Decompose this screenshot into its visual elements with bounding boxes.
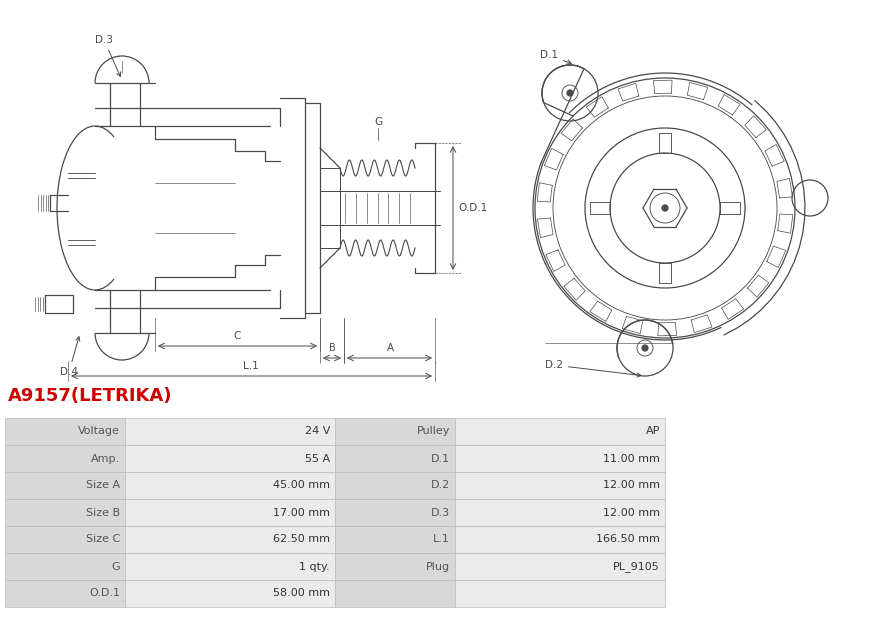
Text: D.3: D.3 (431, 508, 450, 518)
Bar (455, 553, 665, 580)
Bar (335, 418, 455, 445)
Bar (125, 553, 335, 580)
Bar (5, 553, 125, 580)
Text: 12.00 mm: 12.00 mm (603, 480, 660, 490)
Text: 12.00 mm: 12.00 mm (603, 508, 660, 518)
Text: Size B: Size B (86, 508, 120, 518)
Text: D.2: D.2 (545, 360, 641, 377)
Circle shape (567, 90, 573, 96)
Bar (455, 499, 665, 526)
Bar (125, 445, 335, 472)
Text: AP: AP (645, 427, 660, 437)
Circle shape (662, 205, 668, 211)
Text: Plug: Plug (426, 561, 450, 571)
Text: G: G (374, 117, 382, 127)
Bar (335, 472, 455, 499)
Bar (5, 418, 125, 445)
Bar (335, 553, 455, 580)
Bar (5, 526, 125, 553)
Text: Voltage: Voltage (78, 427, 120, 437)
Bar (125, 526, 335, 553)
Bar (5, 472, 125, 499)
Text: B: B (329, 343, 335, 353)
Text: D.4: D.4 (60, 336, 80, 377)
Bar (335, 445, 455, 472)
Bar (335, 580, 455, 607)
Text: D.1: D.1 (540, 50, 572, 64)
Bar (125, 472, 335, 499)
Text: D.2: D.2 (431, 480, 450, 490)
Bar (5, 499, 125, 526)
Text: PL_9105: PL_9105 (613, 561, 660, 572)
Text: G: G (111, 561, 120, 571)
Text: O.D.1: O.D.1 (458, 203, 487, 213)
Bar (335, 526, 455, 553)
Text: 1 qty.: 1 qty. (300, 561, 330, 571)
Text: 55 A: 55 A (305, 454, 330, 464)
Bar (455, 445, 665, 472)
Text: C: C (233, 331, 241, 341)
Bar (455, 472, 665, 499)
Text: Size C: Size C (85, 535, 120, 545)
Bar (455, 580, 665, 607)
Text: 11.00 mm: 11.00 mm (603, 454, 660, 464)
Bar (455, 526, 665, 553)
Circle shape (642, 345, 648, 351)
Text: L.1: L.1 (433, 535, 450, 545)
Bar (125, 580, 335, 607)
Bar (5, 580, 125, 607)
Text: Amp.: Amp. (91, 454, 120, 464)
Bar (125, 499, 335, 526)
Text: Pulley: Pulley (417, 427, 450, 437)
Text: A9157(LETRIKA): A9157(LETRIKA) (8, 387, 172, 405)
Text: 58.00 mm: 58.00 mm (273, 589, 330, 599)
Bar (455, 418, 665, 445)
Text: 166.50 mm: 166.50 mm (597, 535, 660, 545)
Text: O.D.1: O.D.1 (89, 589, 120, 599)
Bar (335, 499, 455, 526)
Text: 24 V: 24 V (305, 427, 330, 437)
Text: 62.50 mm: 62.50 mm (273, 535, 330, 545)
Text: A: A (387, 343, 394, 353)
Bar (5, 445, 125, 472)
Text: 17.00 mm: 17.00 mm (273, 508, 330, 518)
Text: D.3: D.3 (95, 35, 121, 77)
Text: L.1: L.1 (243, 361, 259, 371)
Text: Size A: Size A (86, 480, 120, 490)
Text: 45.00 mm: 45.00 mm (273, 480, 330, 490)
Bar (125, 418, 335, 445)
Text: D.1: D.1 (431, 454, 450, 464)
